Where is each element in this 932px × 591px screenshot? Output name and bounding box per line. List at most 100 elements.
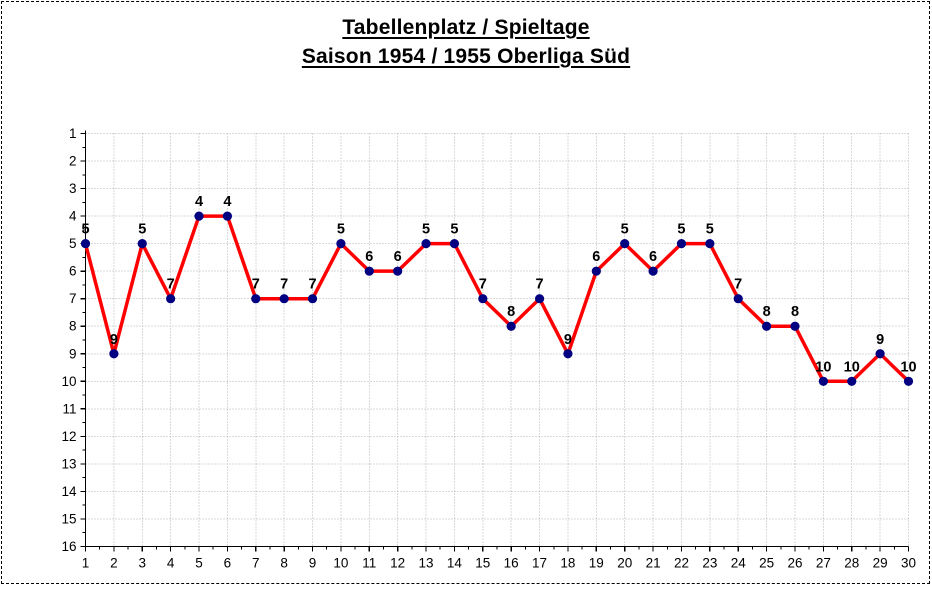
data-point-label: 5 [138,222,146,238]
data-point-marker [222,211,232,221]
data-point-marker [875,349,885,359]
series-line [83,214,911,384]
data-point-label: 10 [900,359,916,375]
y-tick-label: 4 [69,209,77,224]
y-tick-label: 16 [61,539,76,554]
data-point-label: 9 [110,332,118,348]
x-tick-label: 20 [617,556,632,571]
data-point-marker [534,294,545,304]
x-tick-label: 29 [873,556,888,571]
data-point-label: 8 [763,304,771,320]
data-point-label: 6 [394,249,402,265]
data-point-label: 7 [479,277,487,293]
data-point-marker [194,211,204,221]
x-tick-label: 17 [532,556,547,571]
data-point-label: 8 [791,304,799,320]
data-point-marker [336,239,346,249]
data-point-marker [80,239,91,249]
data-point-marker [449,239,460,249]
data-point-label: 4 [223,194,231,210]
x-tick-label: 14 [447,556,463,571]
chart-title-line2: Saison 1954 / 1955 Oberliga Süd [301,45,631,68]
data-point-marker [818,376,828,386]
x-tick-label: 24 [731,556,747,571]
x-tick-label: 7 [252,556,260,571]
x-tick-label: 26 [787,556,802,571]
x-tick-label: 15 [475,556,490,571]
y-tick-label: 5 [69,236,77,251]
y-tick-label: 3 [69,181,77,196]
x-tick-label: 5 [195,556,203,571]
data-point-marker [137,239,147,249]
data-point-label: 10 [815,359,831,375]
chart-title-line1: Tabellenplatz / Spieltage [342,16,590,39]
data-point-marker [790,321,800,331]
x-tick-label: 18 [560,556,575,571]
data-point-marker [166,294,176,304]
y-tick-label: 2 [69,154,77,169]
y-tick-label: 14 [61,484,77,499]
data-point-marker [563,349,573,359]
data-point-label: 5 [450,222,458,238]
y-tick-label: 6 [69,264,77,279]
data-point-marker [393,266,403,276]
x-tick-label: 9 [309,556,317,571]
data-point-marker [591,266,601,276]
data-point-marker [847,376,857,386]
x-tick-label: 3 [139,556,147,571]
data-point-marker [705,239,715,249]
chart-title: Tabellenplatz / Spieltage Saison 1954 / … [0,13,932,71]
y-tick-label: 11 [62,401,76,416]
x-tick-label: 1 [82,556,90,571]
data-point-label: 7 [252,277,260,293]
data-point-label: 7 [167,277,175,293]
data-point-label: 6 [592,249,600,265]
y-tick-label: 15 [61,511,76,526]
x-tick-label: 19 [589,556,604,571]
y-tick-label: 1 [69,126,77,141]
data-point-label: 8 [507,304,515,320]
y-tick-label: 13 [61,456,76,471]
data-point-marker [648,266,658,276]
data-point-marker [762,321,772,331]
data-point-label: 10 [844,359,860,375]
data-point-marker [364,266,374,276]
x-tick-label: 30 [901,556,916,571]
x-tick-label: 2 [110,556,118,571]
data-point-marker [903,376,914,386]
data-point-label: 7 [308,277,316,293]
data-point-label: 5 [677,222,685,238]
data-point-label: 5 [422,222,430,238]
x-tick-label: 4 [167,556,175,571]
data-point-label: 5 [337,222,345,238]
data-point-marker [109,349,119,359]
data-point-label: 9 [564,332,572,348]
x-tick-label: 21 [646,556,661,571]
data-point-label: 4 [195,194,203,210]
x-tick-label: 8 [280,556,288,571]
x-tick-label: 6 [224,556,232,571]
data-point-label: 5 [706,222,714,238]
data-point-label: 9 [876,332,884,348]
x-tick-label: 10 [333,556,348,571]
data-point-label: 5 [81,222,89,238]
y-tick-label: 7 [69,291,77,306]
x-tick-label: 28 [844,556,859,571]
y-tick-label: 8 [69,319,77,334]
data-point-marker [251,294,261,304]
y-tick-label: 10 [61,374,76,389]
data-point-marker [307,294,318,304]
x-tick-label: 25 [759,556,774,571]
data-point-label: 7 [734,277,742,293]
x-tick-label: 11 [362,556,376,571]
x-tick-label: 27 [816,556,831,571]
data-point-label: 5 [621,222,629,238]
x-tick-label: 23 [702,556,717,571]
x-tick-label: 22 [674,556,689,571]
y-tick-label: 9 [69,346,77,361]
data-point-marker [478,294,488,304]
y-tick-label: 12 [61,429,76,444]
data-point-marker [733,294,743,304]
x-tick-label: 12 [390,556,405,571]
